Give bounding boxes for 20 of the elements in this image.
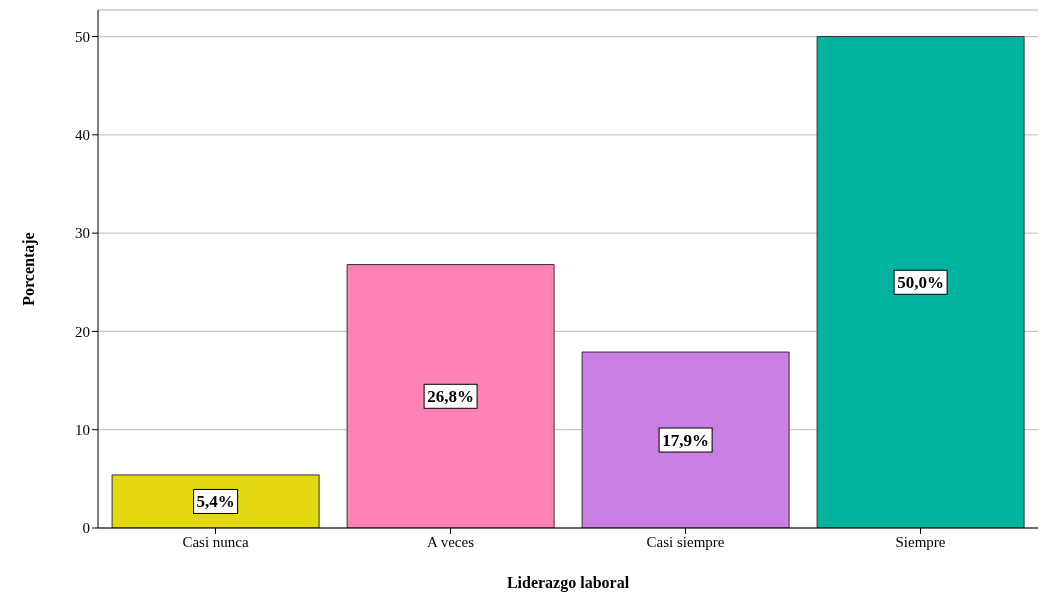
y-tick-label: 0: [82, 520, 90, 537]
data-label: 5,4%: [196, 491, 235, 511]
x-axis-title: Liderazgo laboral: [506, 574, 630, 592]
data-label: 26,8%: [427, 386, 474, 406]
bar: [816, 36, 1025, 528]
y-tick-label: 50: [75, 28, 90, 45]
y-tick-label: 40: [75, 127, 90, 144]
bar: [111, 474, 320, 528]
y-tick-label: 20: [75, 323, 90, 340]
bar: [581, 351, 790, 528]
y-axis-title: Porcentaje: [19, 232, 38, 306]
y-tick-label: 10: [75, 422, 90, 439]
data-label: 17,9%: [662, 430, 709, 450]
x-tick-label: A veces: [426, 533, 475, 550]
x-tick-label: Casi siempre: [646, 533, 725, 550]
x-tick-label: Siempre: [895, 533, 946, 550]
y-tick-label: 30: [75, 225, 90, 242]
data-label: 50,0%: [897, 272, 944, 292]
bar: [346, 264, 555, 528]
x-tick-label: Casi nunca: [182, 533, 249, 550]
